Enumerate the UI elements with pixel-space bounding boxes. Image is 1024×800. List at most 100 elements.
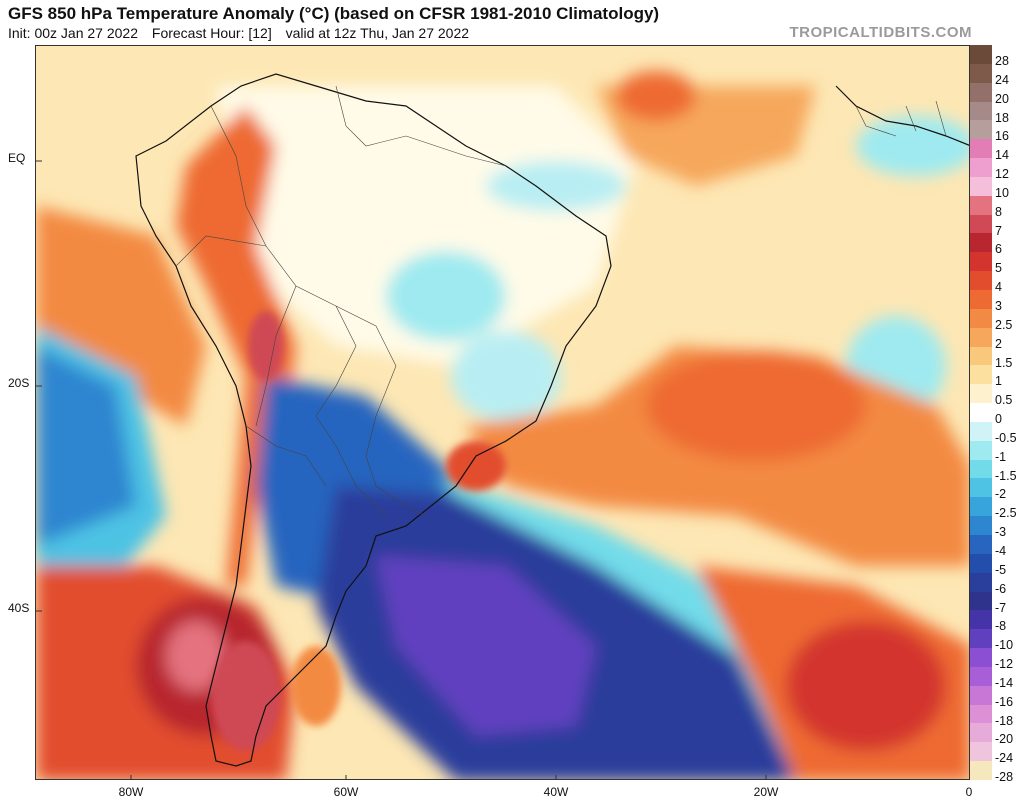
colorbar-swatch bbox=[970, 666, 992, 687]
colorbar-label: 18 bbox=[995, 110, 1009, 125]
border-uruguay bbox=[375, 485, 427, 517]
colorbar-label: -24 bbox=[995, 751, 1014, 766]
field-very-cold-atlantic bbox=[376, 556, 596, 736]
colorbar-swatch bbox=[970, 176, 992, 197]
coastlines bbox=[135, 73, 969, 767]
border-bolivia-west bbox=[255, 285, 297, 427]
colorbar-label: -2 bbox=[995, 487, 1007, 502]
colorbar-swatch bbox=[970, 214, 992, 234]
field-cold-west-pacific bbox=[36, 346, 136, 546]
colorbar-swatch bbox=[970, 233, 992, 253]
colorbar-swatch bbox=[970, 158, 992, 178]
colorbar-label: -6 bbox=[995, 581, 1007, 596]
colorbar-swatch bbox=[970, 685, 992, 706]
colorbar-label: 24 bbox=[995, 72, 1009, 87]
colorbar-label: 1.5 bbox=[995, 355, 1013, 370]
colorbar-label: 12 bbox=[995, 167, 1009, 182]
field-cool-gulf-guinea bbox=[856, 116, 969, 176]
colorbar-label: -1 bbox=[995, 449, 1007, 464]
colorbar-swatch bbox=[970, 723, 992, 743]
colorbar-swatch bbox=[970, 252, 992, 272]
lon-label-0: 0 bbox=[965, 785, 973, 799]
field-hot-se-atlantic bbox=[786, 621, 946, 751]
colorbar-label: 8 bbox=[995, 204, 1002, 219]
anomaly-field bbox=[36, 71, 969, 779]
field-cool-se-brazil bbox=[451, 331, 561, 421]
colorbar bbox=[970, 45, 992, 781]
border-paraguay bbox=[315, 415, 387, 517]
field-pale-tropics bbox=[216, 86, 636, 366]
colorbar-label: -18 bbox=[995, 713, 1014, 728]
field-warm-core-atlantic bbox=[646, 351, 866, 461]
colorbar-label: -8 bbox=[995, 619, 1007, 634]
colorbar-label: 14 bbox=[995, 148, 1009, 163]
colorbar-swatch bbox=[970, 421, 992, 442]
colorbar-label: -28 bbox=[995, 770, 1014, 785]
field-warm-rio bbox=[446, 441, 506, 491]
colorbar-label: -3 bbox=[995, 525, 1007, 540]
colorbar-swatch bbox=[970, 139, 992, 159]
lon-label-20w: 20W bbox=[753, 785, 779, 799]
colorbar-swatch bbox=[970, 403, 992, 423]
colorbar-label: 5 bbox=[995, 261, 1002, 276]
colorbar-swatch bbox=[970, 478, 992, 498]
run-info: Init: 00z Jan 27 2022 Forecast Hour: [12… bbox=[8, 25, 479, 41]
colorbar-swatch bbox=[970, 63, 992, 84]
colorbar-swatch bbox=[970, 346, 992, 366]
colorbar-label: 10 bbox=[995, 185, 1009, 200]
colorbar-swatch bbox=[970, 82, 992, 103]
colorbar-swatch bbox=[970, 591, 992, 611]
colorbar-label: 0.5 bbox=[995, 393, 1013, 408]
colorbar-swatch bbox=[970, 761, 992, 781]
colorbar-swatch bbox=[970, 120, 992, 140]
colorbar-swatch bbox=[970, 553, 992, 574]
border-venezuela bbox=[335, 85, 407, 147]
colorbar-label: -7 bbox=[995, 600, 1007, 615]
border-chile-argentina bbox=[245, 425, 327, 487]
colorbar-label: -12 bbox=[995, 657, 1014, 672]
grid-ticks bbox=[36, 160, 767, 779]
colorbar-swatch bbox=[970, 327, 992, 348]
colorbar-label: 28 bbox=[995, 54, 1009, 69]
colorbar-swatch bbox=[970, 629, 992, 649]
site-brand: TROPICALTIDBITS.COM bbox=[789, 24, 972, 41]
colorbar-label: 0 bbox=[995, 412, 1002, 427]
colorbar-swatch bbox=[970, 308, 992, 329]
anomaly-map bbox=[35, 45, 970, 780]
colorbar-label: -14 bbox=[995, 675, 1014, 690]
field-warm-patagonia-east bbox=[291, 646, 341, 726]
init-time: Init: 00z Jan 27 2022 bbox=[8, 25, 138, 41]
field-hot-bolivia bbox=[248, 311, 284, 381]
colorbar-label: 4 bbox=[995, 280, 1002, 295]
field-hot-patagonia bbox=[211, 641, 281, 751]
lon-label-60w: 60W bbox=[333, 785, 359, 799]
colorbar-swatch bbox=[970, 610, 992, 630]
colorbar-swatch bbox=[970, 101, 992, 121]
colorbar-label: -4 bbox=[995, 544, 1007, 559]
border-bolivia-east bbox=[315, 305, 357, 417]
colorbar-swatch bbox=[970, 572, 992, 593]
colorbar-label: 6 bbox=[995, 242, 1002, 257]
map-title: GFS 850 hPa Temperature Anomaly (°C) (ba… bbox=[8, 4, 660, 23]
colorbar-swatch bbox=[970, 195, 992, 216]
colorbar-swatch bbox=[970, 704, 992, 724]
colorbar-swatch bbox=[970, 365, 992, 385]
colorbar-swatch bbox=[970, 516, 992, 536]
border-africa bbox=[855, 100, 947, 137]
colorbar-swatch bbox=[970, 535, 992, 555]
colorbar-label: -1.5 bbox=[995, 468, 1017, 483]
colorbar-swatch bbox=[970, 384, 992, 404]
colorbar-swatch bbox=[970, 648, 992, 668]
colorbar-label: -2.5 bbox=[995, 506, 1017, 521]
valid-time: valid at 12z Thu, Jan 27 2022 bbox=[285, 25, 470, 41]
colorbar-label: 2.5 bbox=[995, 317, 1013, 332]
field-cool-north-brazil bbox=[486, 161, 626, 211]
field-warm-pacific bbox=[36, 206, 206, 426]
colorbar-label: 1 bbox=[995, 374, 1002, 389]
colorbar-label: -5 bbox=[995, 562, 1007, 577]
colorbar-label: 3 bbox=[995, 299, 1002, 314]
border-guianas bbox=[405, 135, 507, 167]
colorbar-swatch bbox=[970, 742, 992, 762]
colorbar-swatch bbox=[970, 45, 992, 65]
field-cool-brazil bbox=[386, 251, 506, 341]
